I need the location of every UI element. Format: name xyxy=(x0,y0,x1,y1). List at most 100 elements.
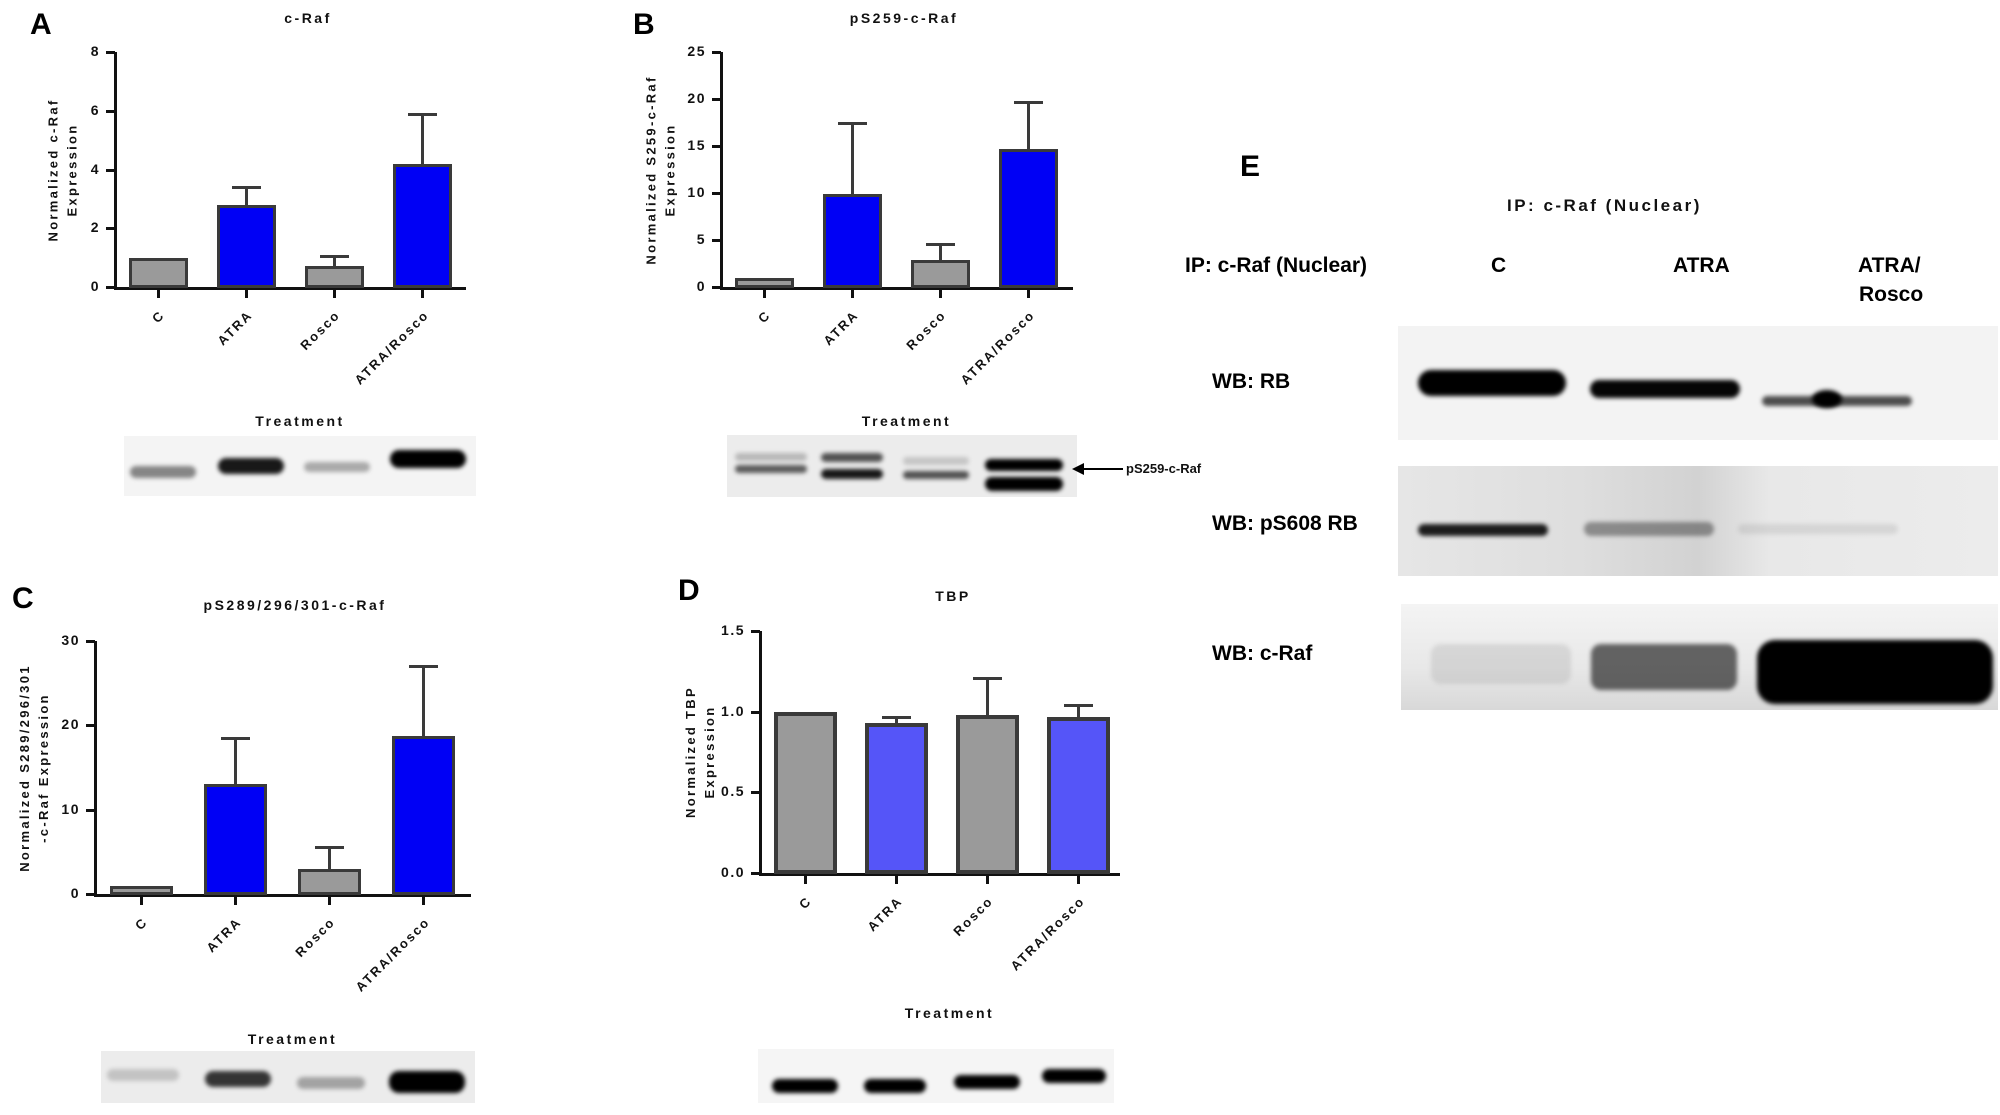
x-tick-label: Rosco xyxy=(292,914,339,960)
x-tick-label: ATRA xyxy=(864,893,906,935)
y-tick xyxy=(712,286,721,289)
x-tick-label: C xyxy=(754,307,774,326)
x-tick xyxy=(245,289,248,298)
blot-band xyxy=(297,1077,365,1089)
blot-band-lower xyxy=(903,471,969,479)
y-axis-title-line: Expression xyxy=(64,122,79,217)
x-axis-title: Treatment xyxy=(861,413,952,429)
blot-band xyxy=(205,1071,271,1087)
x-tick xyxy=(763,289,766,298)
error-bar-cap xyxy=(409,665,438,669)
y-tick xyxy=(86,808,95,812)
bar-c xyxy=(773,711,837,874)
blot-band xyxy=(772,1079,838,1093)
bar-rosco xyxy=(297,868,361,895)
y-tick xyxy=(712,51,721,54)
x-tick xyxy=(1077,875,1080,884)
blot-band xyxy=(390,450,466,468)
x-axis-line xyxy=(759,873,1120,876)
y-axis-title-line: Normalized TBP xyxy=(682,686,698,818)
y-axis-title-line: Normalized S289/296/301 xyxy=(16,663,32,872)
error-bar xyxy=(895,716,898,725)
blot-band xyxy=(218,458,284,474)
x-tick xyxy=(986,875,989,884)
y-tick xyxy=(86,893,95,896)
chart-title: pS259-c-Raf xyxy=(849,10,959,26)
error-bar xyxy=(328,846,331,871)
y-axis-title-line: -c-Raf Expression xyxy=(35,692,51,843)
error-bar xyxy=(333,256,336,269)
y-axis-title: Normalized TBP Expression xyxy=(681,686,719,818)
y-tick-label: 4 xyxy=(90,160,100,177)
chart-title: c-Raf xyxy=(284,10,332,26)
blot-band xyxy=(1812,390,1842,408)
bar-atra-rosco xyxy=(998,148,1058,288)
blot-strip-c xyxy=(101,1051,475,1103)
y-axis-title-line: Normalized S259-c-Raf xyxy=(643,74,659,265)
y-tick-label: 0 xyxy=(696,278,706,294)
x-axis-title: Treatment xyxy=(904,1005,995,1021)
x-tick xyxy=(333,289,336,298)
error-bar-cap xyxy=(408,112,437,116)
bar-c xyxy=(109,885,173,895)
blot-e-rb xyxy=(1398,326,1998,440)
y-tick-label: 0 xyxy=(70,885,80,901)
x-axis-line xyxy=(720,287,1073,290)
lane-label-atra-rosco-line1: ATRA/ xyxy=(1858,254,1921,277)
error-bar xyxy=(422,666,425,739)
lane-label-atra: ATRA xyxy=(1673,254,1730,277)
chart-title: TBP xyxy=(935,588,971,604)
y-tick-label: 8 xyxy=(90,43,100,59)
error-bar-cap xyxy=(320,255,349,259)
lane-label-c: C xyxy=(1491,254,1507,277)
x-tick-label: ATRA xyxy=(203,914,245,956)
y-tick xyxy=(712,145,721,148)
y-tick xyxy=(106,286,115,289)
y-tick xyxy=(106,109,115,113)
panel-e-title: IP: c-Raf (Nuclear) xyxy=(1507,196,1702,215)
x-tick xyxy=(234,896,237,905)
panel-letter-b: B xyxy=(633,8,655,41)
y-axis-line xyxy=(759,631,762,875)
x-tick-label: Rosco xyxy=(297,307,344,353)
y-tick-label: 25 xyxy=(687,43,706,59)
blot-strip-d xyxy=(758,1049,1114,1103)
blot-e-c-raf xyxy=(1401,604,1998,710)
panel-letter-e: E xyxy=(1240,150,1261,183)
x-tick-label: C xyxy=(131,914,151,933)
lane-label-atra-rosco-line2: Rosco xyxy=(1859,283,1924,306)
bar-atra-rosco xyxy=(392,163,452,288)
y-axis-title: Normalized S289/296/301 -c-Raf Expression xyxy=(15,664,53,872)
panel-letter-c: C xyxy=(12,582,34,615)
y-axis-title-line: Normalized c-Raf xyxy=(45,98,60,241)
error-bar-cap xyxy=(315,845,344,849)
y-axis-line xyxy=(94,641,97,896)
y-tick xyxy=(751,630,760,633)
blot-band-lower xyxy=(821,469,883,479)
x-tick-label: ATRA/Rosco xyxy=(352,914,433,995)
blot-band xyxy=(864,1079,926,1093)
y-tick xyxy=(751,872,760,875)
y-tick xyxy=(106,168,115,172)
bar-atra xyxy=(203,784,267,895)
chart-title: pS289/296/301-c-Raf xyxy=(203,597,387,613)
blot-band xyxy=(389,1071,465,1093)
error-bar xyxy=(1077,705,1080,719)
x-tick-label: ATRA/Rosco xyxy=(351,307,432,388)
y-tick-label: 10 xyxy=(687,184,706,200)
blot-band xyxy=(1738,524,1898,534)
error-bar xyxy=(245,187,248,207)
blot-band xyxy=(1584,522,1714,536)
x-tick xyxy=(422,896,425,905)
blot-band-lower xyxy=(985,477,1063,491)
y-axis-title-line: Expression xyxy=(662,122,678,217)
error-bar xyxy=(986,677,989,717)
x-tick-label: Rosco xyxy=(950,893,997,939)
x-tick-label: ATRA/Rosco xyxy=(957,307,1038,388)
x-tick xyxy=(895,875,898,884)
blot-band xyxy=(954,1075,1020,1089)
x-tick xyxy=(328,896,331,905)
error-bar-cap xyxy=(1064,704,1093,708)
y-axis-title-line: Expression xyxy=(701,705,717,799)
y-tick-label: 15 xyxy=(687,137,706,153)
